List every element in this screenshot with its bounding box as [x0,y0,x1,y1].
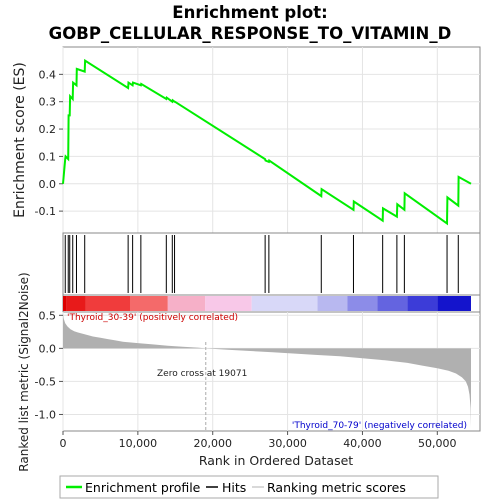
es-tick-label: 0.0 [39,178,57,191]
x-tick-label: 30,000 [268,437,307,450]
es-y-axis-label: Enrichment score (ES) [12,62,28,218]
heatbar-segment [205,296,252,311]
es-panel-frame [62,46,481,234]
x-tick-label: 10,000 [119,437,158,450]
es-y-axis-ticks: -0.1 0.0 0.1 0.2 0.3 0.4 [35,68,63,218]
metric-y-axis-label: Ranked list metric (Signal2Noise) [17,272,31,471]
es-gridlines [62,47,480,233]
hits-panel-frame [62,232,481,296]
chart-title-line1: Enrichment plot: [172,3,327,22]
ranking-heatbar [63,296,471,311]
legend-metric-label: Ranking metric scores [267,480,406,495]
x-axis-ticks: 0 10,000 20,000 30,000 40,000 50,000 [60,431,457,450]
heatbar-segment [251,296,318,311]
negative-correlation-label: 'Thyroid_70-79' (negatively correlated) [292,421,467,431]
hits-marks [64,235,459,293]
metric-tick-label: 0.0 [39,342,57,355]
x-tick-label: 50,000 [418,437,457,450]
heatbar-segment [63,296,67,311]
es-tick-label: 0.4 [39,68,57,81]
metric-tick-label: 0.5 [39,309,57,322]
heatbar-segment [85,296,131,311]
x-tick-label: 40,000 [343,437,382,450]
positive-correlation-label: 'Thyroid_30-39' (positively correlated) [67,313,238,323]
es-tick-label: 0.3 [39,96,57,109]
enrichment-profile-line [62,58,472,226]
metric-panel-frame [62,311,481,432]
es-tick-label: 0.2 [39,123,57,136]
legend-hits-label: Hits [222,480,246,495]
metric-tick-label: -1.0 [35,408,56,421]
legend-enrichment-label: Enrichment profile [85,480,201,495]
metric-tick-label: -0.5 [35,375,56,388]
heatbar-segment [437,296,471,311]
heatbar-segment [407,296,438,311]
metric-y-axis-ticks: -1.0 -0.5 0.0 0.5 [35,309,63,421]
es-tick-label: -0.1 [35,205,56,218]
x-tick-label: 0 [60,437,67,450]
x-tick-label: 20,000 [193,437,232,450]
legend-box [59,475,439,499]
heatbar-segment [377,296,408,311]
es-tick-label: 0.1 [39,150,57,163]
x-axis-label: Rank in Ordered Dataset [199,453,353,468]
heatbar-segment [66,296,86,311]
heatbar-segment [130,296,168,311]
heatbar-segment [167,296,206,311]
heatbar-segment [317,296,348,311]
chart-title-line2: GOBP_CELLULAR_RESPONSE_TO_VITAMIN_D [49,24,452,43]
zero-cross-label: Zero cross at 19071 [157,369,247,379]
heatbar-segment [347,296,378,311]
